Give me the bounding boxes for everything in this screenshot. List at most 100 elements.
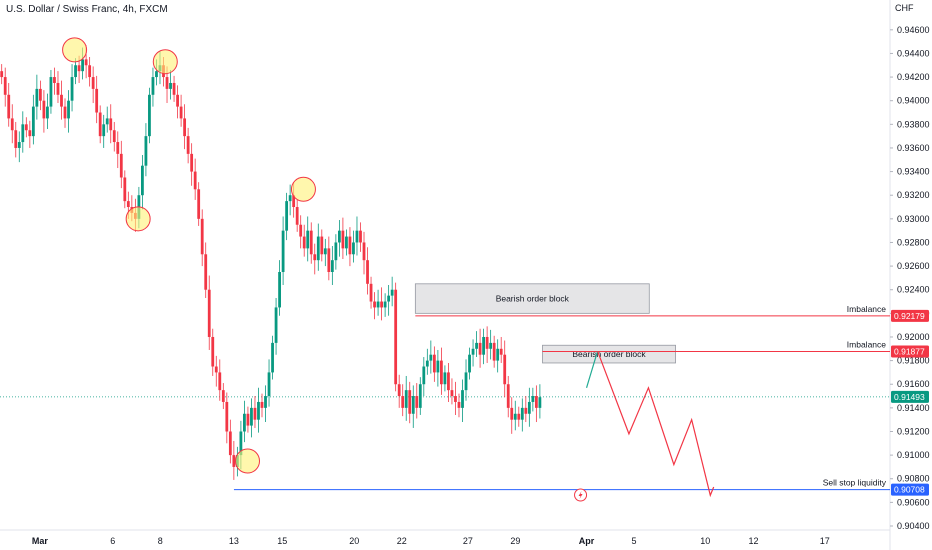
- candle-body: [489, 342, 493, 349]
- candle-body: [7, 94, 11, 119]
- x-tick-label: 29: [510, 536, 520, 546]
- candle-body: [214, 366, 218, 373]
- candle-body: [432, 354, 436, 373]
- y-tick-label: 0.91000: [897, 450, 930, 460]
- candle-body: [228, 431, 232, 456]
- candle-body: [46, 106, 49, 119]
- order-block-zones: Bearish order block Bearish order block: [414, 283, 676, 364]
- candle-body: [390, 289, 394, 296]
- candle-body: [524, 407, 528, 414]
- candle-body: [141, 165, 144, 196]
- candle-body: [200, 218, 204, 255]
- candle-body: [485, 336, 489, 349]
- level-price-tag: [891, 345, 929, 358]
- candle-body: [404, 390, 408, 408]
- y-tick-label: 0.93600: [897, 143, 930, 153]
- candle-body: [84, 59, 88, 66]
- grid: [0, 0, 891, 550]
- candle-body: [204, 254, 208, 290]
- candle-body: [503, 354, 507, 385]
- x-tick-label: Mar: [32, 536, 49, 546]
- candle-body: [123, 177, 127, 202]
- candle-body: [10, 118, 14, 131]
- candle-body: [225, 401, 229, 432]
- projection-down-path: [597, 350, 715, 498]
- candle-body: [267, 372, 271, 397]
- time-axis[interactable]: Mar 6 8 13 15 20 22 27 29 Apr 5 10 12 17: [32, 488, 830, 546]
- candle-body: [116, 142, 120, 154]
- candle-body: [197, 189, 201, 219]
- candle-body: [172, 82, 176, 95]
- candle-body: [443, 372, 447, 385]
- candle-body: [63, 106, 67, 119]
- candle-body: [179, 106, 183, 119]
- candle-body: [376, 301, 380, 308]
- level-price-tag: [891, 483, 929, 496]
- candle-body: [165, 77, 169, 89]
- candle-body: [95, 88, 99, 113]
- candle-body: [35, 88, 39, 107]
- swing-circle: [125, 206, 151, 232]
- candle-body: [369, 283, 373, 302]
- y-tick-label: 0.94400: [897, 48, 930, 58]
- candle-body: [527, 401, 531, 414]
- candle-body: [355, 230, 359, 243]
- x-tick-label: 6: [110, 536, 115, 546]
- x-tick-label: 22: [397, 536, 407, 546]
- level-price-text: 0.92179: [894, 311, 925, 321]
- candle-body: [81, 59, 85, 72]
- candle-body: [366, 260, 369, 284]
- y-tick-label: 0.92400: [897, 285, 930, 295]
- candle-body: [517, 413, 521, 420]
- price-axis[interactable]: CHF 0.94600 0.94400 0.94200 0.94000 0.93800 0.…: [890, 3, 930, 531]
- candle-body: [109, 118, 113, 131]
- candle-body: [461, 390, 464, 408]
- candle-body: [415, 396, 419, 408]
- x-tick-label: 13: [229, 536, 239, 546]
- candle-body: [330, 260, 334, 272]
- current-price-tag: [891, 390, 929, 403]
- y-tick-label: 0.91600: [897, 379, 930, 389]
- candle-body: [295, 207, 299, 225]
- swing-circle: [62, 37, 88, 63]
- candle-body: [102, 124, 106, 137]
- candle-body: [243, 413, 246, 432]
- x-tick-label: 27: [463, 536, 473, 546]
- candle-body: [327, 248, 331, 272]
- candle-body: [151, 77, 155, 95]
- candle-body: [274, 307, 278, 343]
- y-tick-label: 0.93200: [897, 190, 930, 200]
- candle-body: [288, 195, 292, 202]
- candle-body: [397, 384, 401, 397]
- candle-body: [281, 230, 285, 272]
- candle-body: [439, 360, 443, 385]
- candle-body: [422, 366, 426, 385]
- x-tick-label: 5: [632, 536, 637, 546]
- x-tick-label: 15: [277, 536, 287, 546]
- candle-body: [348, 236, 352, 255]
- candle-body: [21, 124, 25, 143]
- candle-body: [211, 336, 215, 367]
- level-price-text: 0.91877: [894, 347, 925, 357]
- candle-body: [320, 236, 324, 255]
- candles: [0, 45, 542, 480]
- x-tick-label: 12: [749, 536, 759, 546]
- candle-body: [88, 65, 92, 78]
- y-tick-label: 0.92000: [897, 332, 930, 342]
- candle-body: [218, 372, 222, 391]
- y-tick-label: 0.91800: [897, 356, 930, 366]
- candle-body: [232, 455, 236, 467]
- candle-body: [264, 396, 267, 408]
- y-tick-label: 0.92600: [897, 261, 930, 271]
- x-tick-label: Apr: [579, 536, 595, 546]
- order-block-label: Bearish order block: [496, 294, 570, 304]
- candle-body: [352, 242, 355, 255]
- candle-body: [148, 94, 151, 137]
- x-tick-label: 8: [158, 536, 163, 546]
- candle-body: [278, 272, 281, 308]
- symbol-title: U.S. Dollar / Swiss Franc, 4h, FXCM: [6, 4, 168, 15]
- candle-body: [408, 390, 412, 414]
- candle-body: [3, 77, 7, 95]
- candle-body: [380, 301, 383, 308]
